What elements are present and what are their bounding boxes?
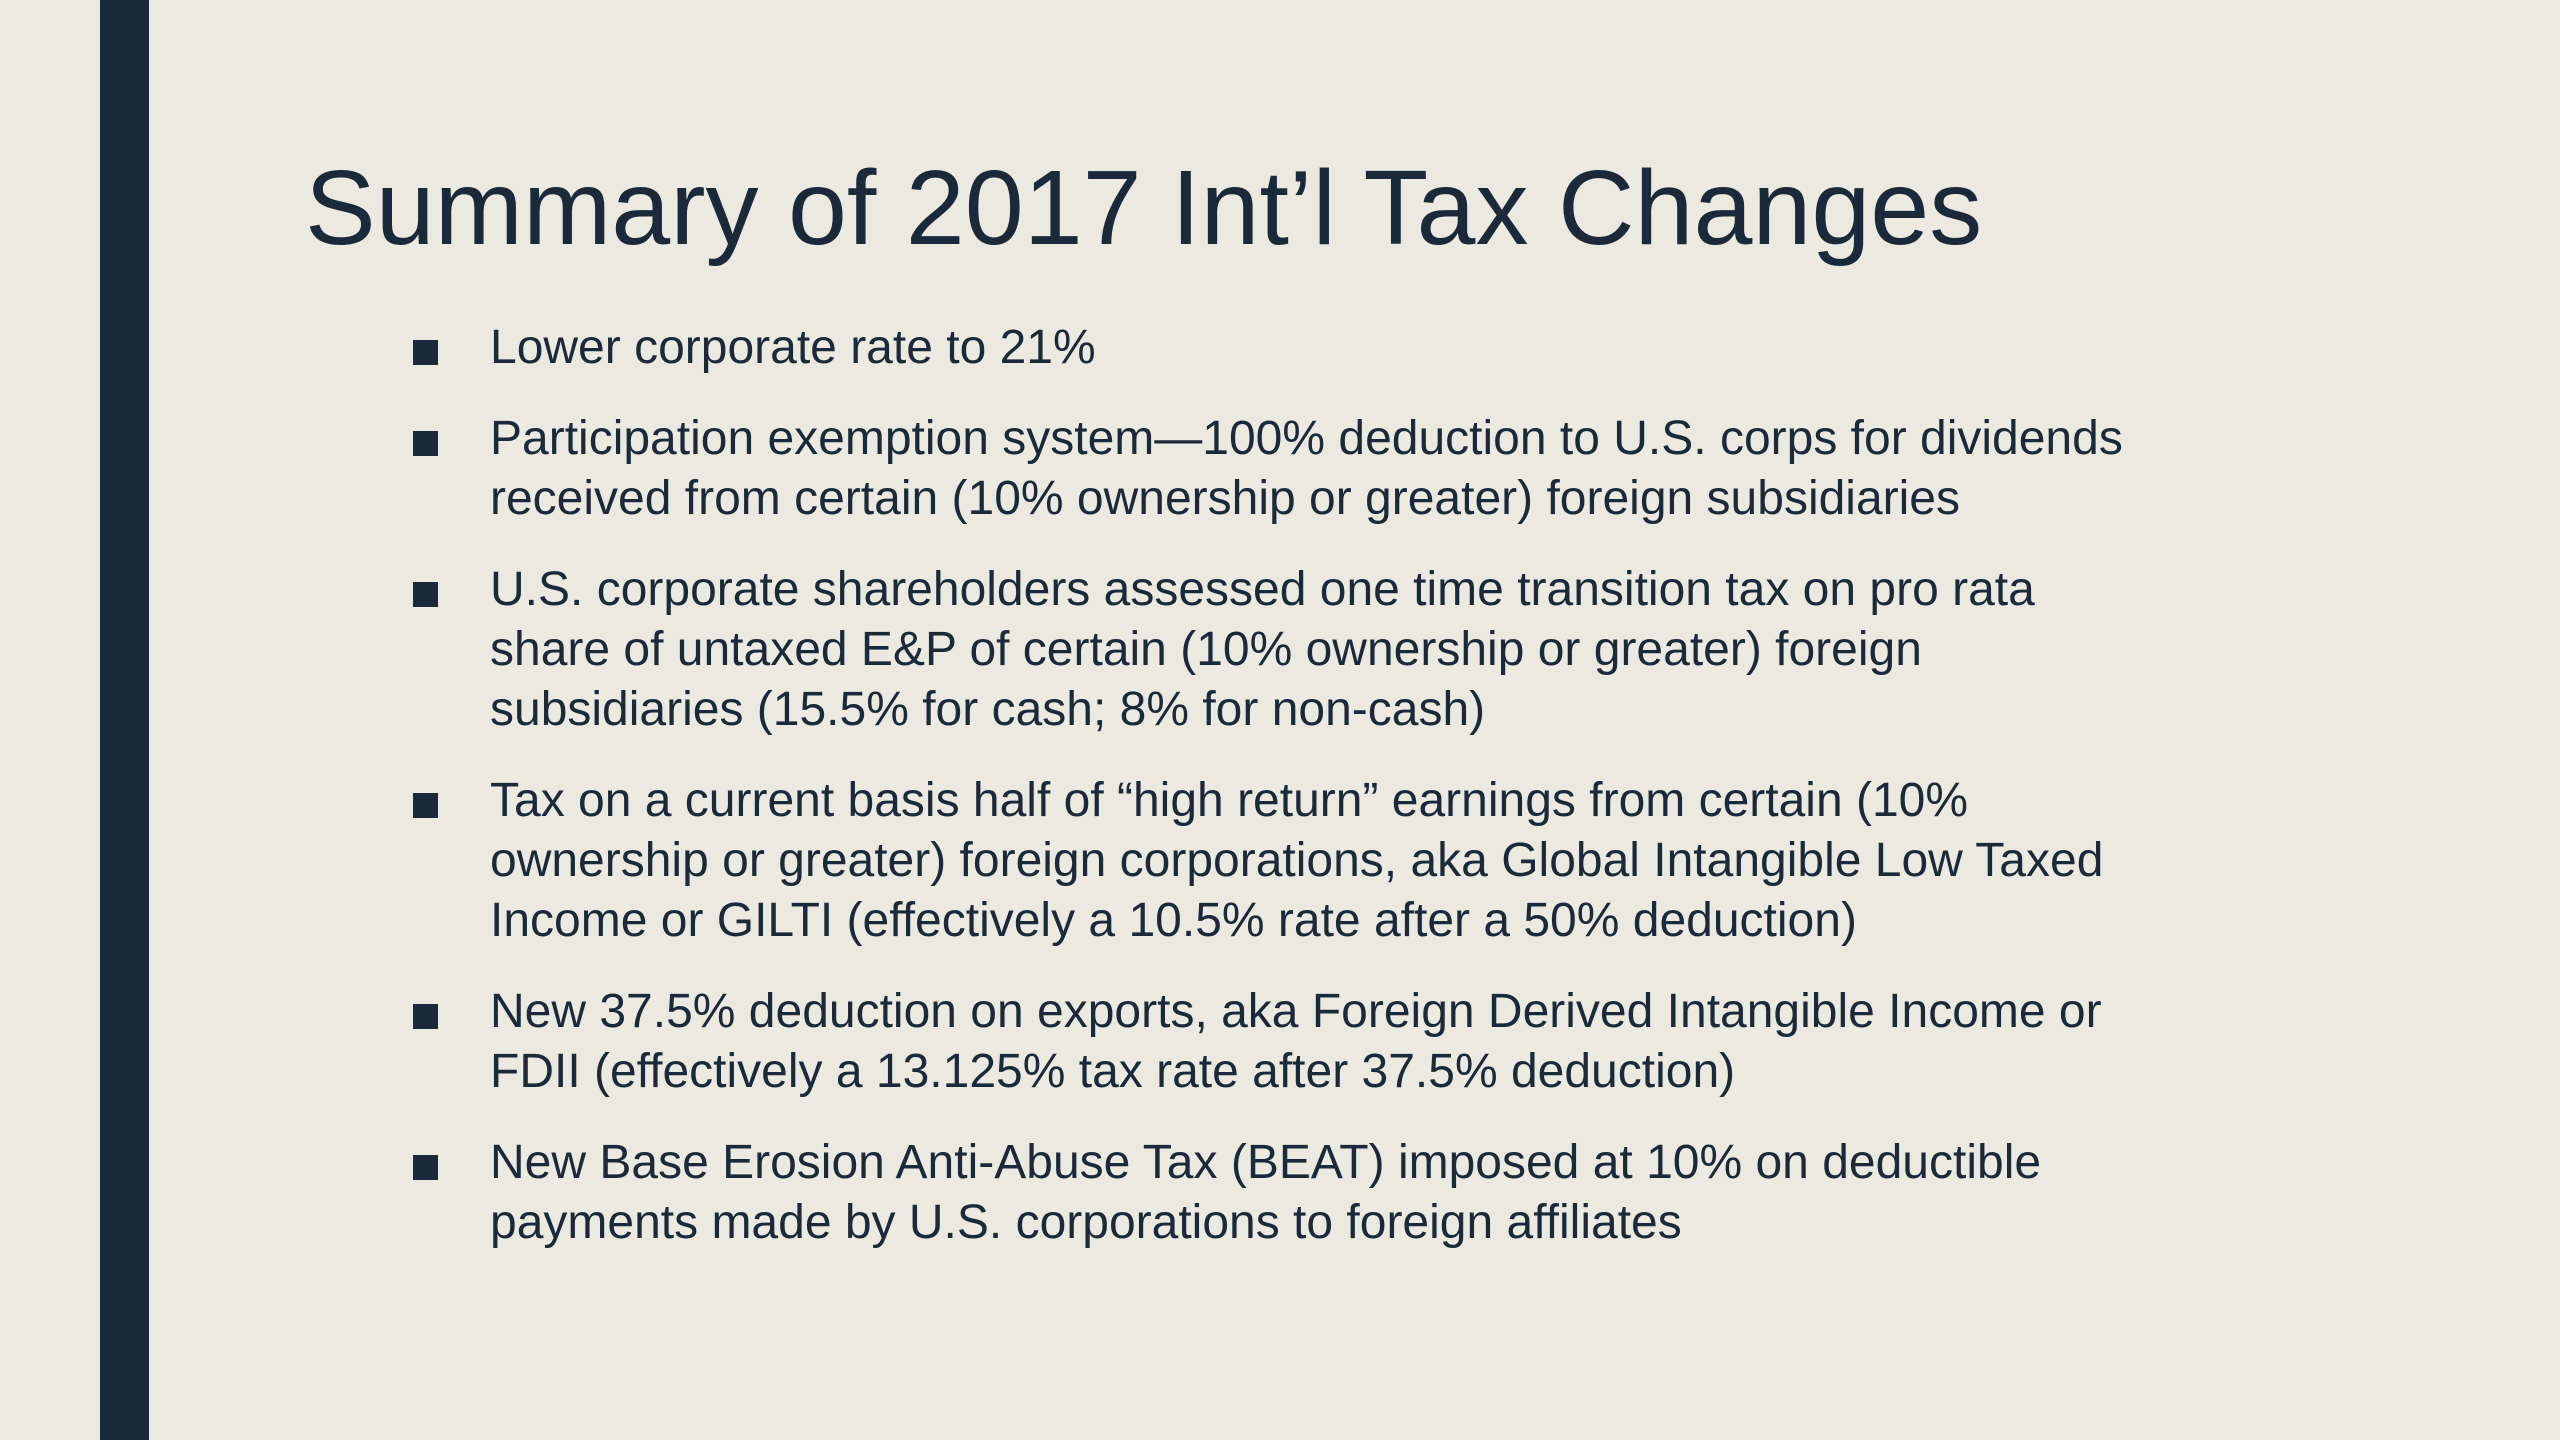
square-bullet-icon (413, 793, 438, 818)
square-bullet-icon (413, 1155, 438, 1180)
square-bullet-icon (413, 340, 438, 365)
bullet-item: Lower corporate rate to 21% (405, 318, 2125, 378)
slide-title: Summary of 2017 Int’l Tax Changes (305, 149, 1983, 267)
square-bullet-icon (413, 1004, 438, 1029)
bullet-list: Lower corporate rate to 21% Participatio… (405, 318, 2125, 1284)
bullet-text: New Base Erosion Anti-Abuse Tax (BEAT) i… (490, 1136, 2042, 1249)
bullet-item: New 37.5% deduction on exports, aka Fore… (405, 982, 2125, 1102)
bullet-text: Participation exemption system—100% dedu… (490, 412, 2123, 525)
square-bullet-icon (413, 431, 438, 456)
bullet-item: New Base Erosion Anti-Abuse Tax (BEAT) i… (405, 1133, 2125, 1253)
accent-bar (100, 0, 149, 1440)
square-bullet-icon (413, 582, 438, 607)
bullet-item: Tax on a current basis half of “high ret… (405, 771, 2125, 951)
bullet-item: Participation exemption system—100% dedu… (405, 409, 2125, 529)
bullet-item: U.S. corporate shareholders assessed one… (405, 560, 2125, 740)
bullet-text: Lower corporate rate to 21% (490, 321, 1096, 374)
bullet-text: U.S. corporate shareholders assessed one… (490, 563, 2035, 736)
bullet-text: Tax on a current basis half of “high ret… (490, 774, 2104, 947)
bullet-text: New 37.5% deduction on exports, aka Fore… (490, 985, 2102, 1098)
